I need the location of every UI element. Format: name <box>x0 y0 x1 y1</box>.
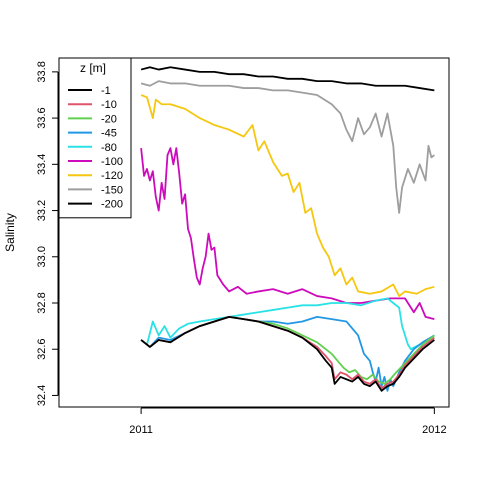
legend-label-1: -10 <box>101 99 117 111</box>
y-tick-label-0: 32.4 <box>36 385 48 406</box>
y-tick-label-5: 33.4 <box>36 154 48 175</box>
legend-label-3: -45 <box>101 128 117 140</box>
y-tick-label-3: 33.0 <box>36 246 48 267</box>
legend-label-7: -150 <box>101 184 123 196</box>
y-tick-label-6: 33.6 <box>36 107 48 128</box>
legend-label-4: -80 <box>101 142 117 154</box>
x-tick-label-1: 2012 <box>422 424 446 436</box>
legend-label-8: -200 <box>101 199 123 211</box>
x-tick-label-0: 2011 <box>129 424 153 436</box>
legend-title: z [m] <box>80 61 106 75</box>
y-tick-label-1: 32.6 <box>36 339 48 360</box>
y-axis-label: Salinity <box>3 213 17 252</box>
legend-label-2: -20 <box>101 113 117 125</box>
y-tick-label-2: 32.8 <box>36 292 48 313</box>
legend-label-0: -1 <box>101 85 111 97</box>
legend-label-5: -100 <box>101 156 123 168</box>
y-tick-label-4: 33.2 <box>36 200 48 221</box>
legend-label-6: -120 <box>101 170 123 182</box>
legend: z [m] -1 -10 -20 -45 -80 -100 -120 -150 -200 <box>59 58 131 218</box>
y-tick-label-7: 33.8 <box>36 61 48 82</box>
